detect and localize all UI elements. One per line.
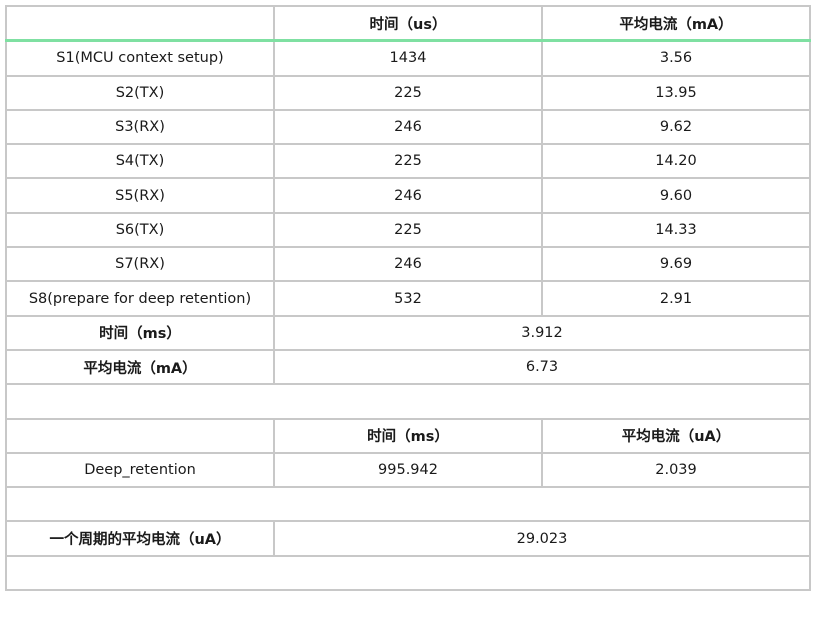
retention-current: 2.039 — [541, 451, 811, 489]
stage-name: S5(RX) — [5, 177, 275, 214]
stage-current: 2.91 — [541, 280, 811, 317]
stage-time: 246 — [273, 177, 543, 214]
table-row: S7(RX) 246 9.69 — [5, 246, 811, 283]
stage-current: 13.95 — [541, 74, 811, 111]
stage-time: 225 — [273, 74, 543, 111]
retention-header-current-ua: 平均电流（uA） — [541, 417, 811, 454]
spacer-cell — [5, 383, 811, 420]
active-time-row: 时间（ms） 3.912 — [5, 314, 811, 351]
table-row: S3(RX) 246 9.62 — [5, 108, 811, 146]
retention-name: Deep_retention — [5, 451, 275, 489]
active-current-row: 平均电流（mA） 6.73 — [5, 348, 811, 386]
stage-time: 1434 — [273, 39, 543, 77]
stage-name: S1(MCU context setup) — [5, 39, 275, 77]
active-time-label: 时间（ms） — [5, 314, 275, 351]
stage-time: 225 — [273, 143, 543, 180]
stage-time: 532 — [273, 280, 543, 317]
stage-time: 246 — [273, 246, 543, 283]
table-header-row: 时间（us） 平均电流（mA） — [5, 5, 811, 43]
stage-current: 9.69 — [541, 246, 811, 283]
period-average-value: 29.023 — [273, 520, 811, 557]
stage-name: S4(TX) — [5, 143, 275, 180]
table-row: S4(TX) 225 14.20 — [5, 143, 811, 180]
header-current-ma: 平均电流（mA） — [541, 5, 811, 43]
period-average-label: 一个周期的平均电流（uA） — [5, 520, 275, 557]
retention-header-time-ms: 时间（ms） — [273, 417, 543, 454]
stage-name: S2(TX) — [5, 74, 275, 111]
header-time-us: 时间（us） — [273, 5, 543, 43]
stage-name: S6(TX) — [5, 211, 275, 249]
retention-header-row: 时间（ms） 平均电流（uA） — [5, 417, 811, 454]
stage-current: 3.56 — [541, 39, 811, 77]
table-row: S5(RX) 246 9.60 — [5, 177, 811, 214]
spacer-cell — [5, 554, 811, 592]
stage-name: S7(RX) — [5, 246, 275, 283]
stage-current: 9.62 — [541, 108, 811, 146]
spacer-cell — [5, 486, 811, 523]
table-row: S6(TX) 225 14.33 — [5, 211, 811, 249]
stage-time: 225 — [273, 211, 543, 249]
active-current-label: 平均电流（mA） — [5, 348, 275, 386]
retention-time: 995.942 — [273, 451, 543, 489]
power-consumption-table: 时间（us） 平均电流（mA） S1(MCU context setup) 14… — [5, 5, 811, 592]
stage-current: 14.33 — [541, 211, 811, 249]
period-average-row: 一个周期的平均电流（uA） 29.023 — [5, 520, 811, 557]
active-current-value: 6.73 — [273, 348, 811, 386]
table-row: S1(MCU context setup) 1434 3.56 — [5, 39, 811, 77]
retention-row: Deep_retention 995.942 2.039 — [5, 451, 811, 489]
spacer-row — [5, 383, 811, 420]
stage-time: 246 — [273, 108, 543, 146]
stage-name: S8(prepare for deep retention) — [5, 280, 275, 317]
header-empty-cell — [5, 5, 275, 43]
retention-header-empty — [5, 417, 275, 454]
active-time-value: 3.912 — [273, 314, 811, 351]
stage-current: 9.60 — [541, 177, 811, 214]
spacer-row — [5, 486, 811, 523]
spacer-row — [5, 554, 811, 592]
stage-name: S3(RX) — [5, 108, 275, 146]
stage-current: 14.20 — [541, 143, 811, 180]
table-row: S2(TX) 225 13.95 — [5, 74, 811, 111]
table-row: S8(prepare for deep retention) 532 2.91 — [5, 280, 811, 317]
